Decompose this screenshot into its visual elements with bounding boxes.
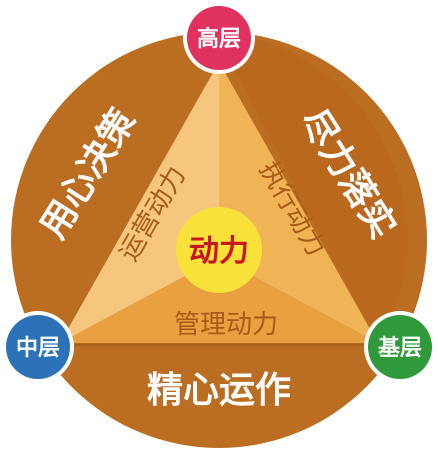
node-top-label: 高层 xyxy=(197,26,241,52)
node-top: 高层 xyxy=(183,2,255,74)
center-circle xyxy=(176,207,262,293)
center-label: 动力 xyxy=(189,234,249,269)
outer-label-bottom: 精心运作 xyxy=(147,370,291,411)
triangle-bottom-sector xyxy=(60,258,378,343)
node-left: 中层 xyxy=(2,311,74,383)
node-right-label: 基层 xyxy=(378,336,422,361)
inner-label-bottom: 管理动力 xyxy=(174,310,278,340)
node-left-label: 中层 xyxy=(16,336,60,361)
triangle-left-sector xyxy=(60,62,219,343)
node-right: 基层 xyxy=(364,311,436,383)
triangle-right-sector xyxy=(219,62,378,343)
outer-ring-right-segment xyxy=(219,32,408,345)
